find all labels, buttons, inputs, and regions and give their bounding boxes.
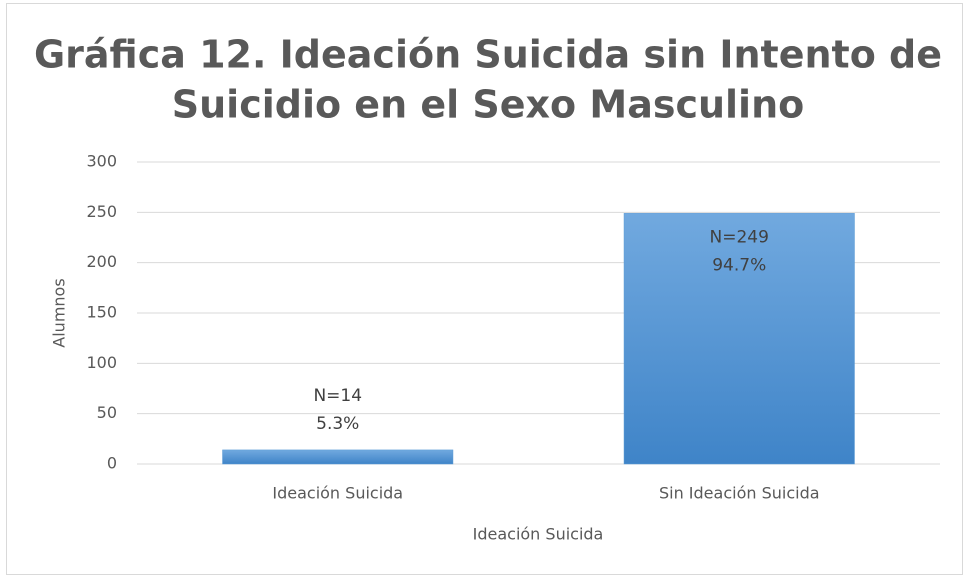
data-label: N=14 — [313, 386, 362, 406]
data-label: 5.3% — [316, 414, 359, 434]
data-label: 94.7% — [712, 255, 766, 275]
y-tick-label: 0 — [107, 454, 117, 473]
bar — [623, 213, 855, 465]
chart-title: Suicidio en el Sexo Masculino — [172, 83, 805, 127]
y-tick-label: 250 — [86, 202, 117, 221]
x-tick-label: Sin Ideación Suicida — [659, 484, 820, 503]
chart-title: Gráfica 12. Ideación Suicida sin Intento… — [34, 33, 942, 77]
y-tick-label: 100 — [86, 353, 117, 372]
y-tick-label: 300 — [86, 152, 117, 171]
y-axis-label: Alumnos — [50, 278, 69, 347]
x-axis-label: Ideación Suicida — [473, 525, 604, 544]
bar — [222, 449, 454, 465]
y-tick-label: 150 — [86, 303, 117, 322]
y-tick-label: 200 — [86, 252, 117, 271]
x-tick-label: Ideación Suicida — [272, 484, 403, 503]
y-tick-label: 50 — [97, 403, 117, 422]
data-label: N=249 — [710, 227, 769, 247]
